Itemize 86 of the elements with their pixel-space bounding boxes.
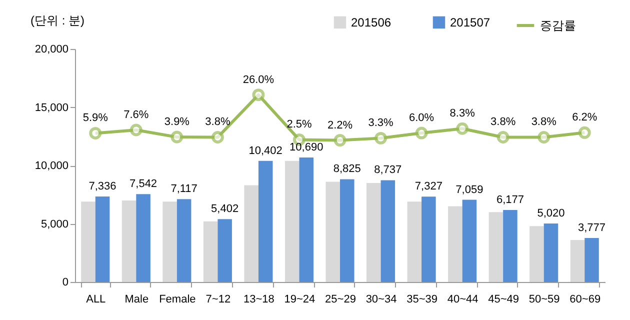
bar [203, 221, 218, 282]
x-tick-label: Female [159, 294, 196, 306]
bar [284, 160, 300, 282]
data-label: 7,117 [170, 183, 198, 196]
point [496, 131, 510, 144]
data-label: 5,402 [211, 203, 239, 216]
data-label: 3,777 [578, 222, 606, 234]
point [578, 126, 591, 139]
data-label: 8,737 [374, 164, 402, 176]
point [456, 122, 469, 135]
data-label: 7,336 [88, 180, 116, 193]
bar [584, 238, 599, 282]
y-tick-label: 5,000 [40, 218, 68, 230]
data-label: 6.2% [572, 112, 598, 124]
bar [488, 212, 504, 282]
point [538, 131, 550, 144]
x-tick-label: 50~59 [528, 294, 560, 306]
data-label: 7,059 [456, 184, 484, 196]
x-tick-label: 60~69 [570, 294, 601, 306]
bar [422, 196, 436, 282]
x-tick-label: 35~39 [406, 294, 438, 306]
data-label: 2.5% [286, 118, 312, 131]
bar [136, 194, 150, 282]
bar [95, 196, 110, 282]
y-tick-label: 15,000 [34, 102, 68, 114]
bar [326, 182, 340, 282]
bar [503, 210, 518, 282]
bar [570, 240, 585, 282]
bar [162, 202, 177, 282]
data-label: 7,327 [414, 180, 442, 193]
bar [122, 200, 136, 282]
point [415, 126, 428, 140]
data-label: 6.0% [409, 112, 434, 124]
data-label: 2.2% [327, 119, 353, 132]
data-label: 7,542 [130, 178, 158, 190]
bar [244, 185, 258, 282]
point [89, 126, 102, 140]
x-tick-label: 13~18 [244, 294, 274, 306]
data-label: 10,402 [248, 144, 282, 157]
data-label: 5.9% [82, 112, 108, 124]
data-label: 26.0% [242, 74, 274, 86]
bar [407, 202, 422, 282]
bar [544, 224, 558, 282]
bar [530, 226, 544, 282]
x-tick-label: Male [124, 294, 149, 306]
point [374, 132, 388, 144]
data-label: 6,177 [496, 194, 524, 206]
legend-label: 증감률 [540, 18, 576, 32]
data-label: 7.6% [124, 108, 149, 121]
point [334, 134, 346, 147]
data-label: 8,825 [333, 163, 361, 176]
y-tick-label: 10,000 [34, 160, 68, 172]
bar [299, 157, 314, 282]
x-tick-label: 25~29 [325, 294, 356, 306]
bar [366, 182, 381, 282]
x-tick-label: 19~24 [284, 294, 316, 306]
data-label: 5,020 [537, 208, 565, 220]
data-label: 10,690 [290, 141, 324, 154]
data-label: 3.8% [205, 116, 230, 128]
x-tick-label: 45~49 [488, 294, 520, 306]
legend-label: 201507 [450, 15, 490, 30]
data-label: 3.8% [490, 116, 516, 128]
bar [81, 202, 96, 282]
bar [258, 160, 273, 282]
point [170, 130, 184, 144]
point [211, 131, 224, 144]
y-axis-title: (단위 : 분) [30, 14, 84, 28]
x-tick-label: ALL [86, 294, 106, 306]
bar [462, 200, 477, 282]
bar [448, 206, 462, 282]
data-label: 3.8% [531, 116, 557, 128]
legend-label: 201506 [351, 15, 392, 30]
bar [218, 219, 232, 282]
data-label: 8.3% [450, 108, 476, 120]
point [252, 88, 265, 102]
bar [380, 180, 396, 282]
x-tick-label: 30~34 [366, 294, 397, 306]
data-label: 3.3% [368, 117, 394, 130]
x-tick-label: 7~12 [206, 294, 231, 306]
y-tick-label: 20,000 [34, 44, 68, 56]
bar [340, 179, 354, 282]
y-tick-label: 0 [62, 276, 68, 288]
x-tick-label: 40~44 [447, 294, 478, 306]
bar [176, 199, 192, 282]
point [130, 124, 142, 136]
data-label: 3.9% [164, 116, 190, 128]
